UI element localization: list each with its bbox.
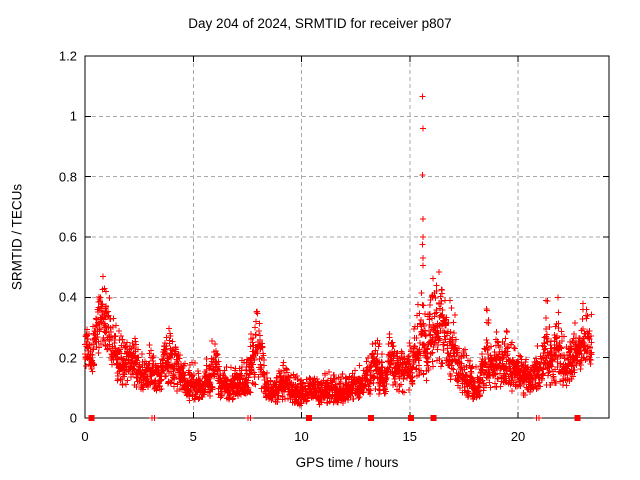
axis-ticks	[84, 55, 609, 419]
x-tick-label: 10	[294, 429, 309, 444]
grid-lines	[85, 56, 609, 418]
x-tick-label: 15	[402, 429, 418, 444]
x-tick-label: 20	[510, 429, 526, 444]
x-tick-label: 0	[81, 429, 89, 444]
srmtid-scatter-points	[82, 93, 595, 409]
y-tick-label: 0.4	[58, 289, 77, 305]
y-tick-label: 0.8	[58, 169, 77, 185]
plot-border	[84, 55, 610, 419]
zero-line-square-markers	[88, 415, 581, 421]
y-tick-label: 0.6	[58, 229, 77, 245]
y-tick-label: 1	[69, 108, 77, 124]
zero-line-plus-markers	[149, 415, 543, 421]
chart-title: Day 204 of 2024, SRMTID for receiver p80…	[188, 16, 452, 31]
x-tick-label: 5	[189, 429, 197, 444]
x-axis-label: GPS time / hours	[295, 455, 399, 470]
y-tick-label: 1.2	[58, 48, 77, 64]
y-tick-label: 0	[69, 410, 77, 426]
y-tick-label: 0.2	[58, 350, 77, 366]
